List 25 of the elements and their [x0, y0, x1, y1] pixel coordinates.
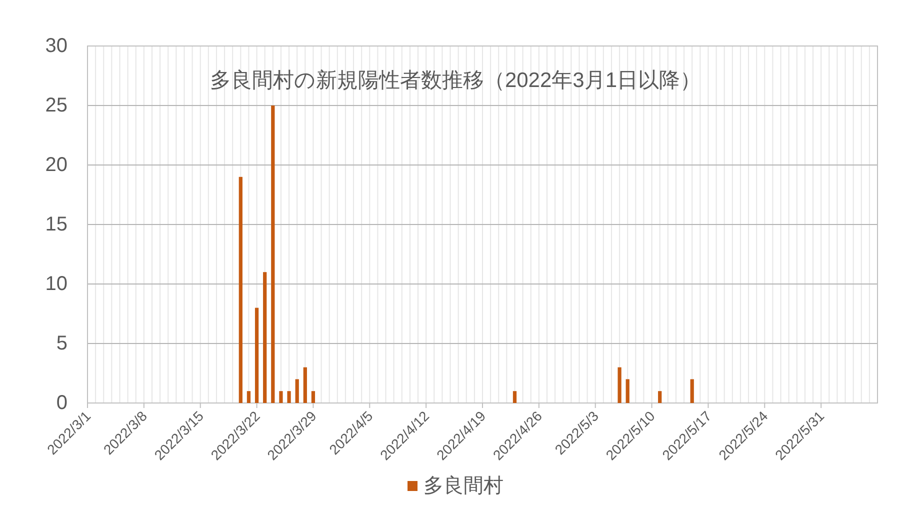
y-tick-label: 25	[45, 94, 68, 116]
y-tick-label: 0	[56, 392, 68, 414]
bar	[246, 391, 251, 403]
bar	[690, 379, 694, 403]
y-tick-label: 30	[45, 35, 68, 57]
bar	[271, 106, 275, 403]
bar	[626, 379, 630, 403]
bar	[279, 391, 283, 403]
y-tick-label: 20	[45, 154, 68, 176]
legend-label: 多良間村	[424, 475, 504, 497]
y-tick-label: 15	[45, 214, 68, 236]
bar	[618, 367, 622, 403]
y-tick-label: 5	[56, 332, 68, 354]
bar	[254, 308, 259, 403]
bar	[238, 176, 242, 403]
legend: 多良間村	[408, 475, 504, 497]
bar	[311, 391, 316, 403]
text: 多良間村の新規陽性者数推移（2022年3月1日以降）	[210, 69, 702, 92]
bar	[295, 379, 299, 403]
bar	[303, 367, 307, 403]
bar	[287, 391, 291, 403]
bar	[658, 391, 662, 403]
bar	[263, 272, 267, 403]
y-tick-label: 10	[45, 273, 68, 295]
bar	[512, 391, 517, 403]
